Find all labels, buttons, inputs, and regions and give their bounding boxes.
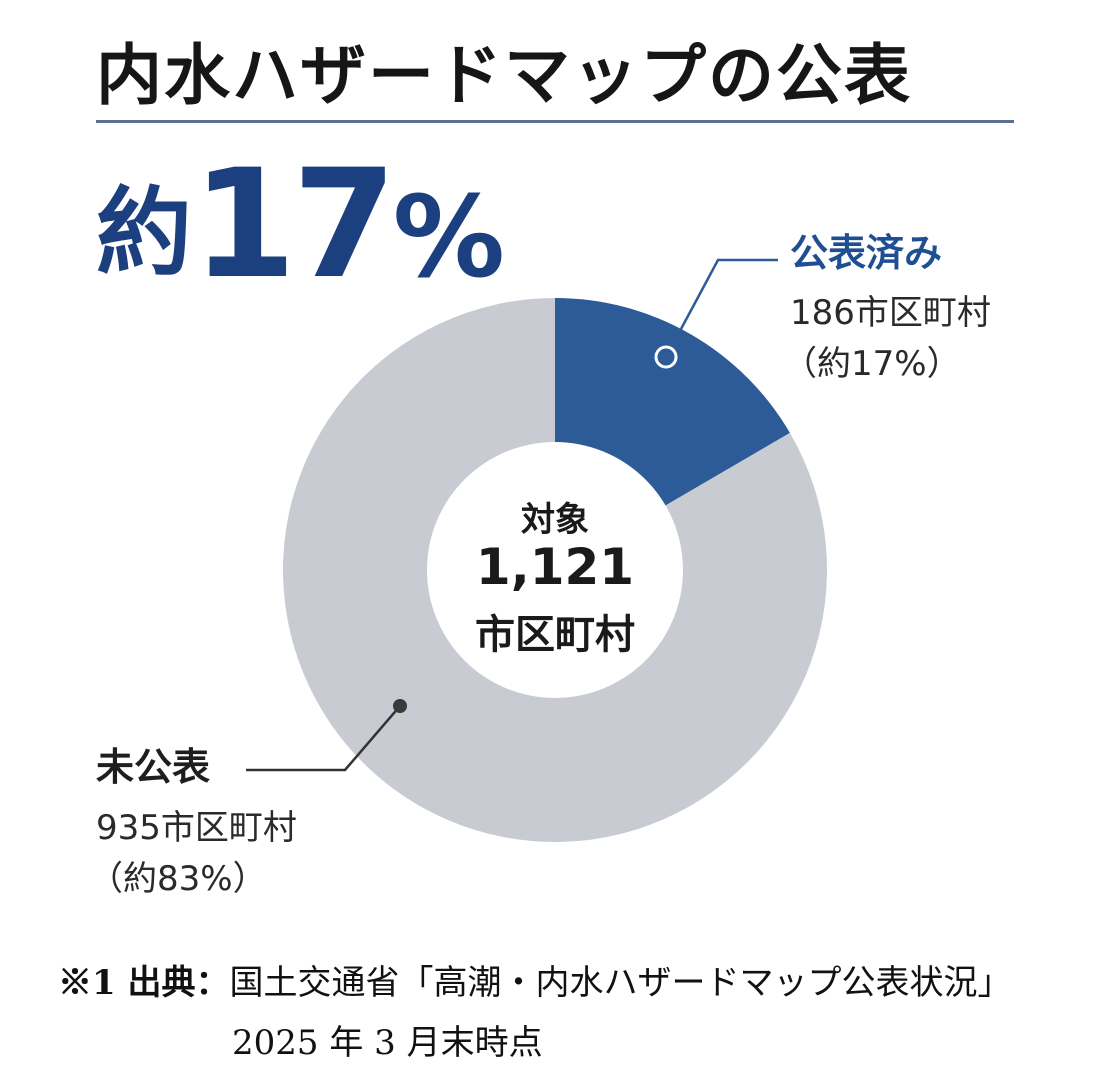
center-label-total: 1,121 <box>475 538 635 596</box>
headline-prefix: 約 <box>96 177 192 289</box>
source-prefix: ※1 出典： <box>58 963 230 1003</box>
published-marker-dot <box>654 345 678 369</box>
unpublished-count: 935市区町村 <box>96 808 297 848</box>
title-divider <box>96 120 1014 123</box>
unpublished-share: （約83%） <box>89 859 267 899</box>
headline-number: 17 <box>192 138 397 312</box>
center-label-line1: 対象 <box>521 500 589 540</box>
published-share: （約17%） <box>783 344 961 384</box>
headline-percentage: 約17% <box>96 150 505 300</box>
published-label: 公表済み <box>790 231 943 275</box>
unpublished-leader-line <box>246 705 401 772</box>
published-count: 186市区町村 <box>790 293 991 333</box>
source-date: 2025 年 3 月末時点 <box>232 1023 543 1063</box>
center-label-unit: 市区町村 <box>475 612 635 658</box>
published-leader-line <box>664 258 778 358</box>
donut-hole <box>427 442 683 698</box>
headline-suffix: % <box>392 173 505 303</box>
source-text: 国土交通省「高潮・内水ハザードマップ公表状況」 <box>229 963 1012 1003</box>
unpublished-marker-dot <box>393 699 407 713</box>
source-note: ※1 出典：国土交通省「高潮・内水ハザードマップ公表状況」 <box>58 955 1012 1004</box>
chart-title: 内水ハザードマップの公表 <box>96 37 912 114</box>
unpublished-label: 未公表 <box>96 745 211 789</box>
